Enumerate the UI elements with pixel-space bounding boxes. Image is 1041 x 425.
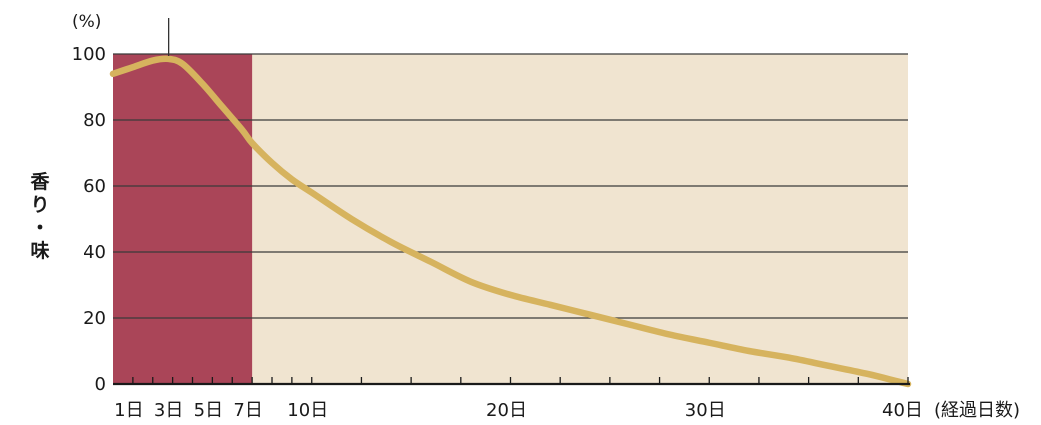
series-line — [109, 55, 912, 388]
y-tick-label-0: 0 — [95, 374, 106, 395]
x-tick-label-7: 7日 — [233, 400, 262, 421]
y-tick-label-80: 80 — [83, 110, 106, 131]
y-axis-label-char: ・ — [30, 217, 49, 239]
y-unit-label: (%) — [72, 12, 101, 32]
y-tick-label-60: 60 — [83, 176, 106, 197]
x-tick-label-20: 20日 — [486, 400, 527, 421]
y-tick-label-40: 40 — [83, 242, 106, 263]
x-axis-label: (経過日数) — [934, 400, 1020, 421]
y-tick-label-20: 20 — [83, 308, 106, 329]
y-axis-label-char: 香 — [29, 171, 50, 193]
y-axis-label-char: 味 — [30, 240, 49, 262]
x-tick-label-5: 5日 — [194, 400, 223, 421]
x-tick-label-30: 30日 — [685, 400, 726, 421]
x-tick-label-3: 3日 — [154, 400, 183, 421]
y-tick-label-100: 100 — [72, 44, 106, 65]
x-tick-label-1: 1日 — [114, 400, 143, 421]
highlight-region — [113, 54, 253, 384]
x-tick-label-40: 40日 — [882, 400, 923, 421]
y-axis-label-char: り — [30, 194, 49, 216]
x-tick-label-10: 10日 — [287, 400, 328, 421]
